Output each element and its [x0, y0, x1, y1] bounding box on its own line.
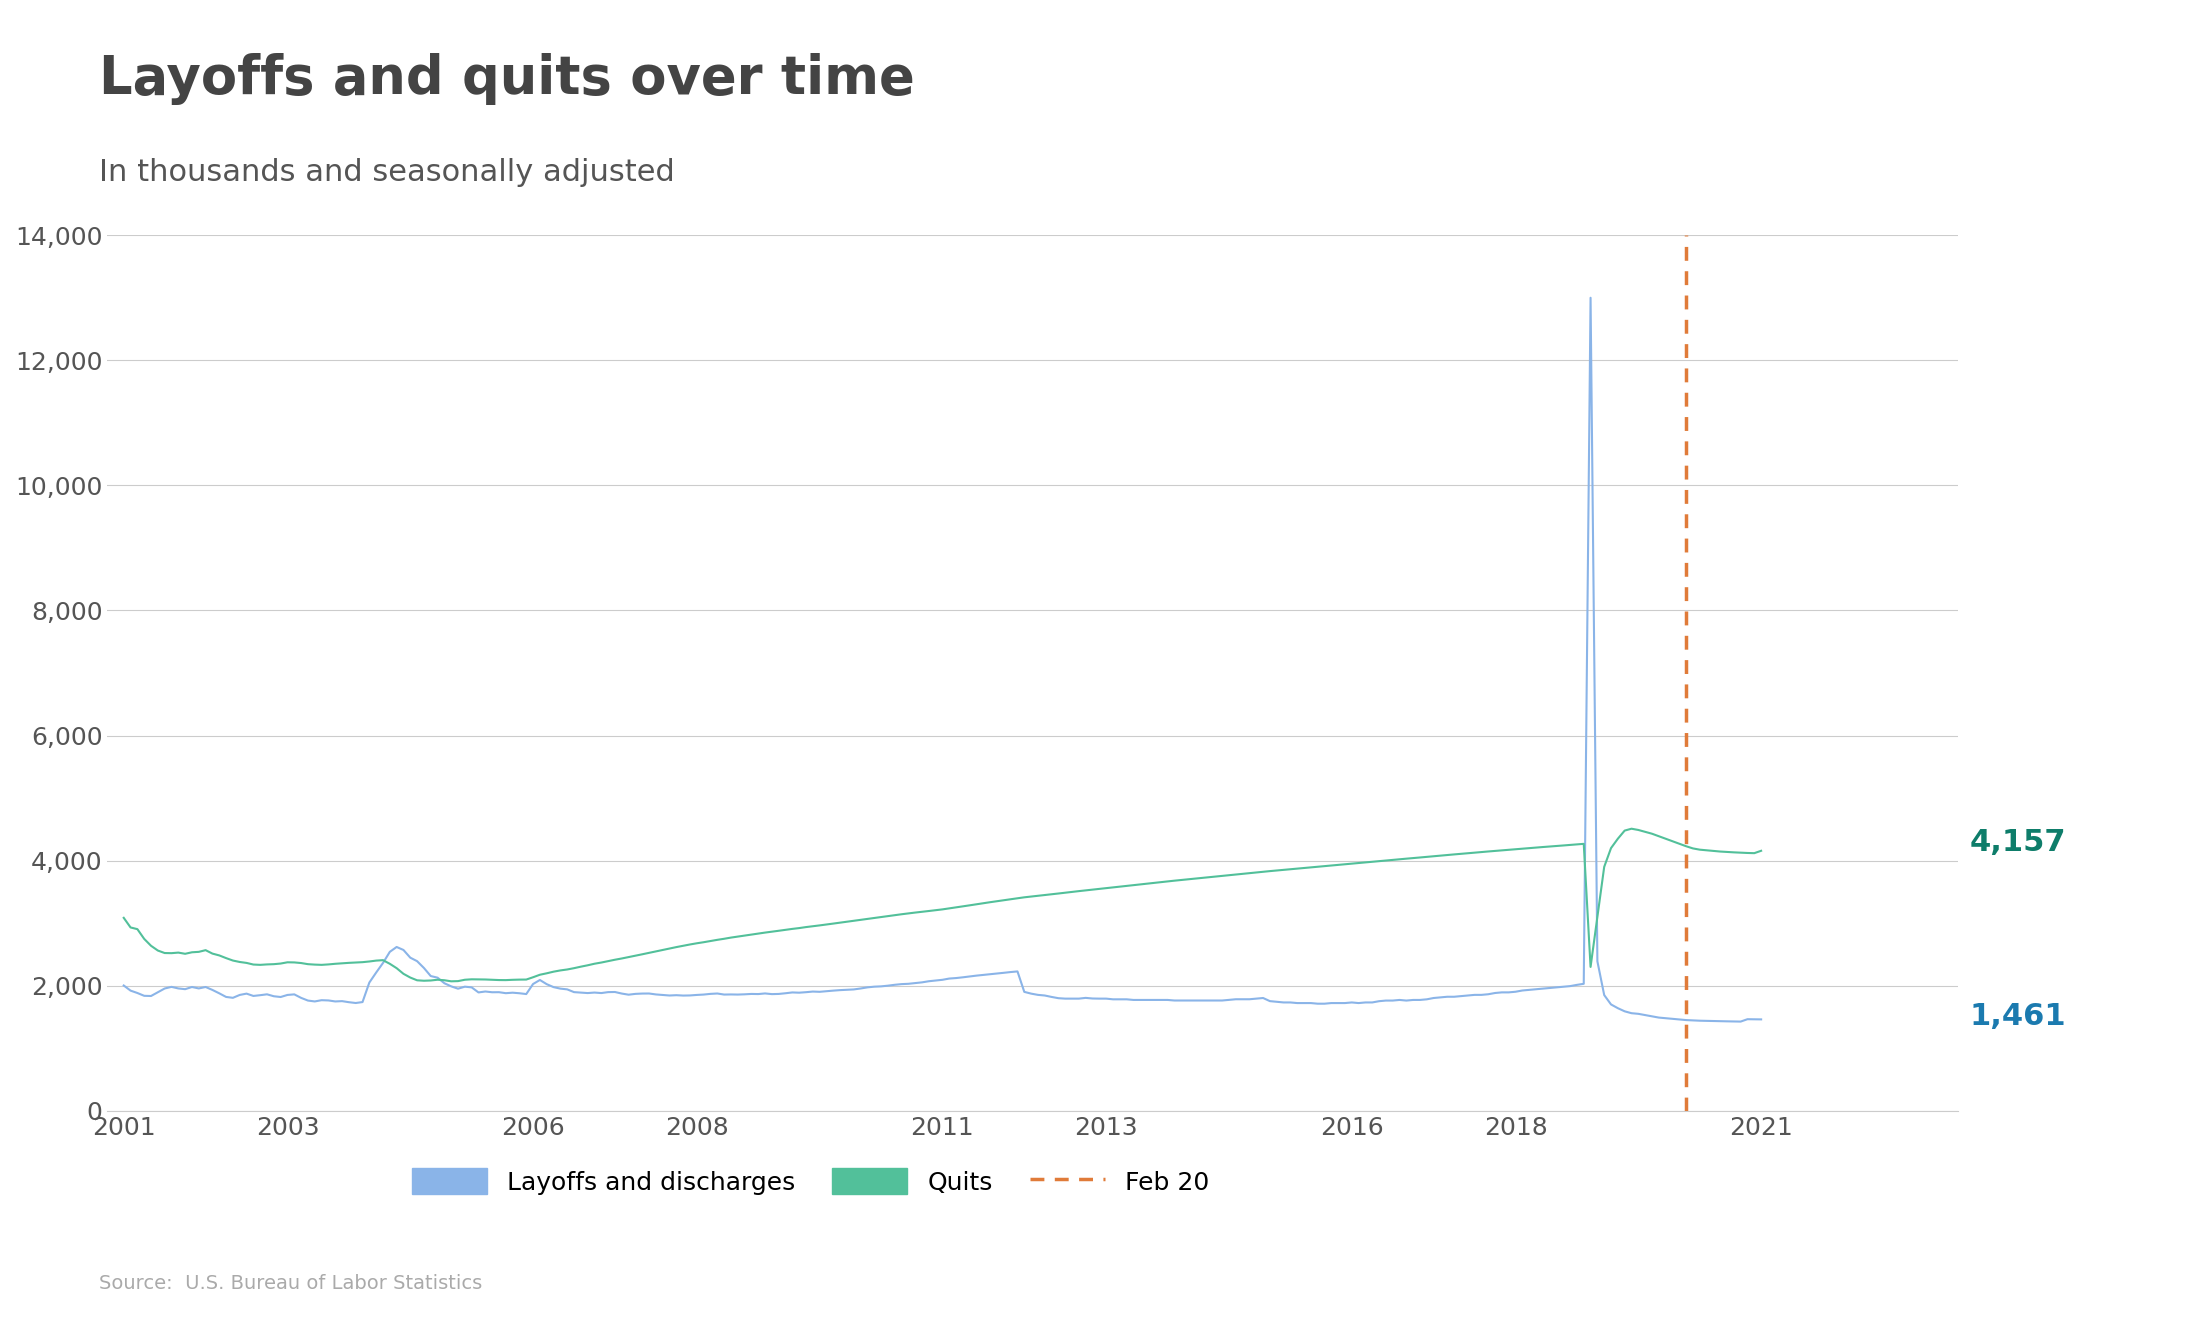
Legend: Layoffs and discharges, Quits, Feb 20: Layoffs and discharges, Quits, Feb 20	[412, 1168, 1209, 1195]
Text: In thousands and seasonally adjusted: In thousands and seasonally adjusted	[99, 158, 675, 187]
Text: Source:  U.S. Bureau of Labor Statistics: Source: U.S. Bureau of Labor Statistics	[99, 1275, 482, 1293]
Text: 4,157: 4,157	[1969, 828, 2067, 857]
Text: Layoffs and quits over time: Layoffs and quits over time	[99, 53, 913, 104]
Text: 1,461: 1,461	[1969, 1002, 2067, 1031]
